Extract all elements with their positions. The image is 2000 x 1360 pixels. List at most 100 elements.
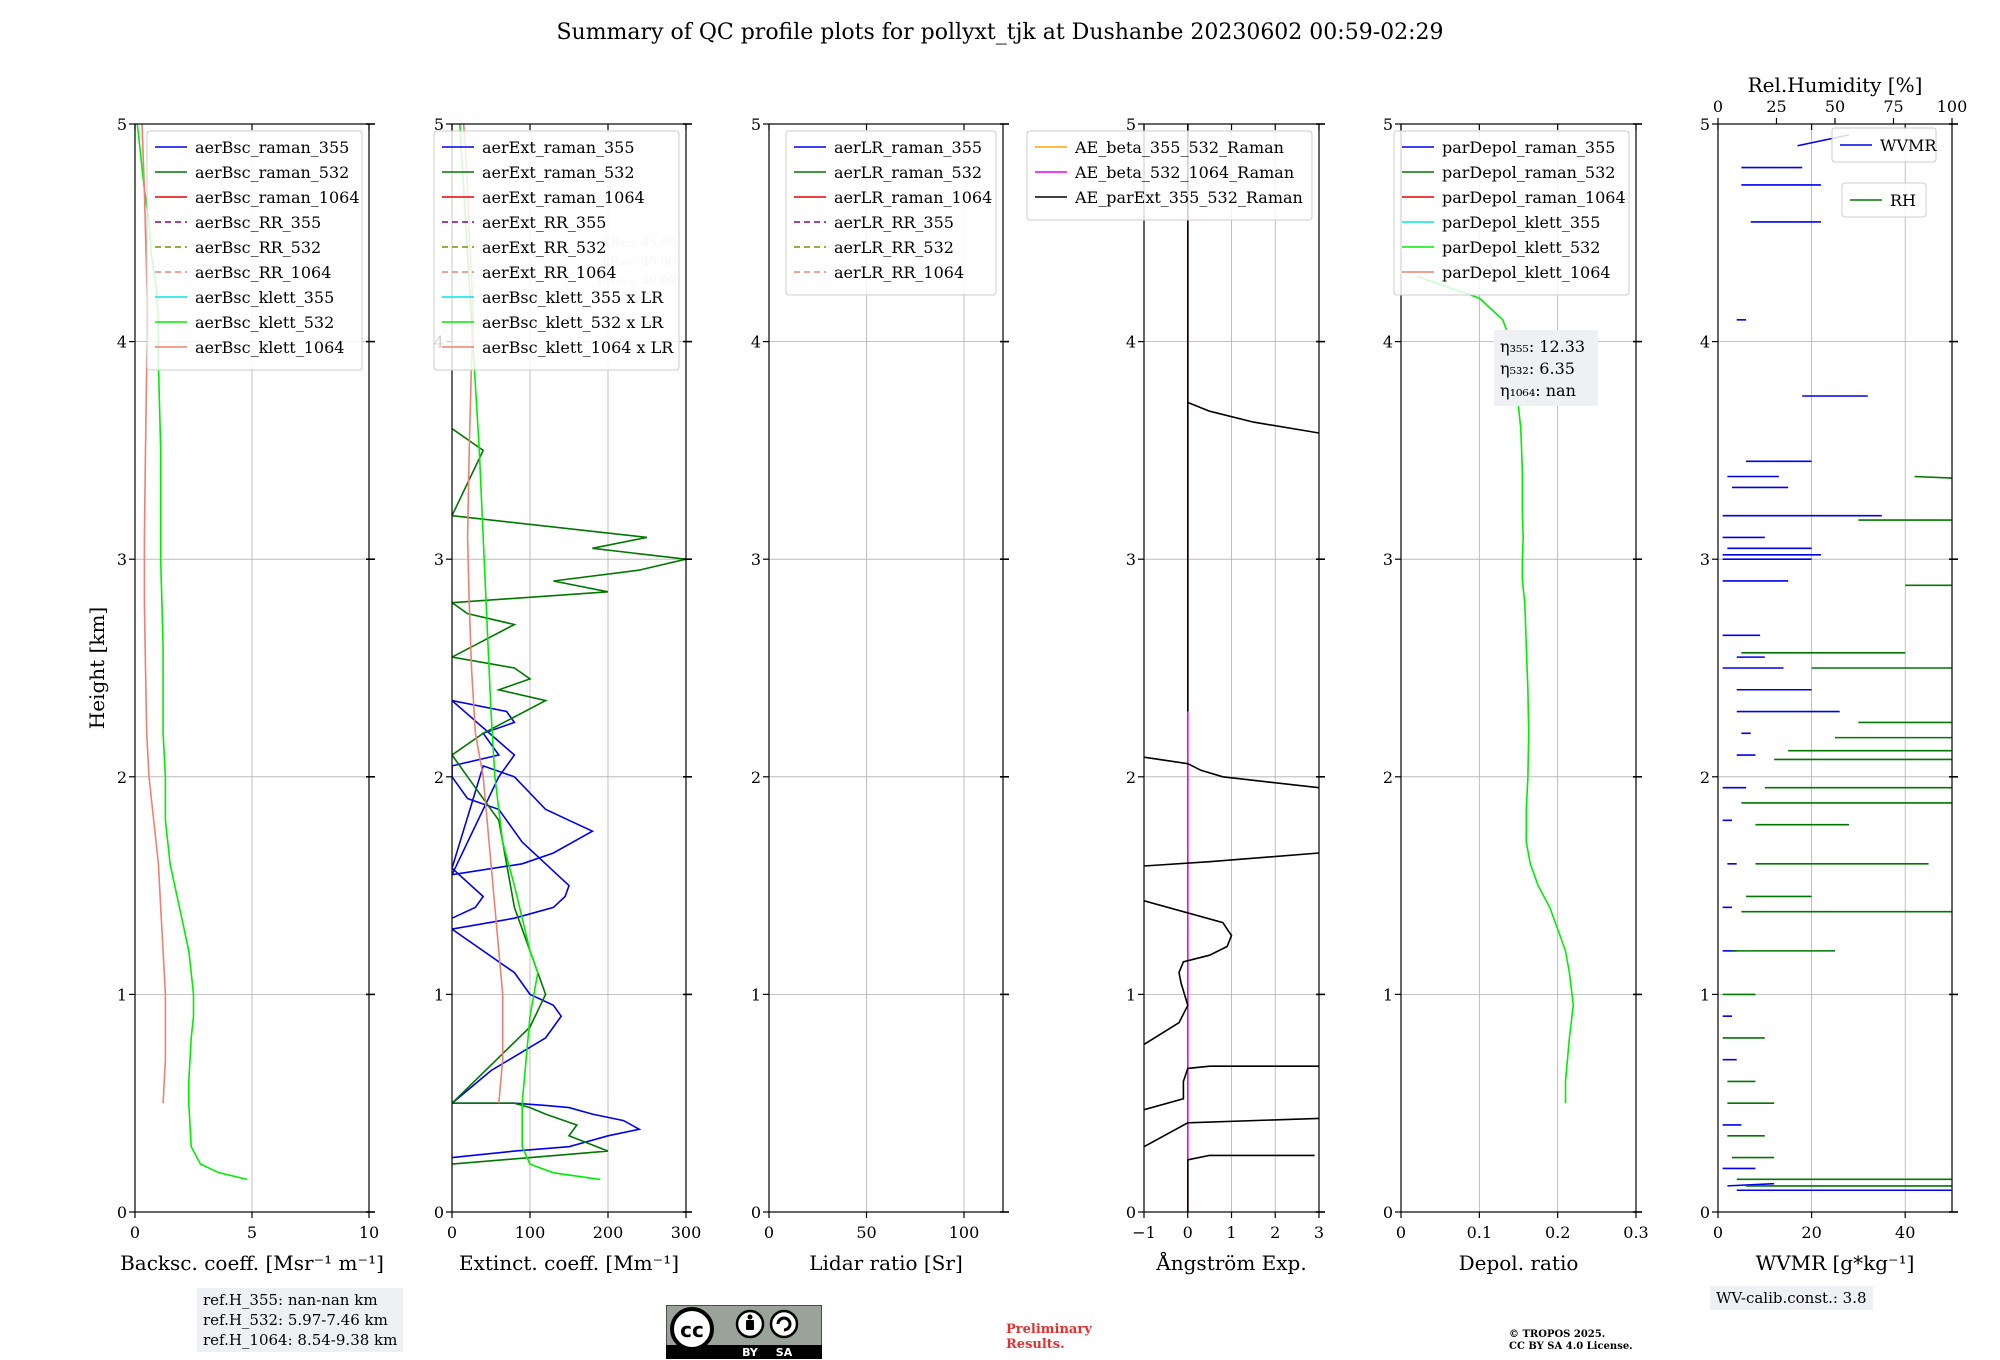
cc-badge-bottom-bar (666, 1345, 822, 1359)
x-tick-label: 0.1 (1467, 1223, 1492, 1242)
legend-label: aerBsc_klett_532 (195, 313, 334, 332)
x-tick-label: 0 (1713, 1223, 1723, 1242)
legend-box (785, 130, 997, 296)
y-tick-label: 2 (117, 768, 127, 787)
cc-badge-sa-label: SA (776, 1346, 793, 1359)
series-aerExt_raman_355 (452, 699, 642, 1159)
legend-label: WVMR (1880, 136, 1937, 155)
legend-label: aerBsc_klett_532 x LR (482, 313, 664, 332)
ref-height-355: ref.H_355: nan-nan km (203, 1291, 378, 1309)
x-tick-label: 0 (764, 1223, 774, 1242)
x-axis-label: Depol. ratio (1459, 1251, 1579, 1275)
y-tick-label: 3 (1126, 550, 1136, 569)
series-group (1722, 134, 1952, 1192)
wv-calibration-box: WV-calib.const.: 3.8 (1710, 1286, 1873, 1310)
series-aerExt_raman_532 (452, 427, 686, 1165)
y-tick-label: 5 (1700, 115, 1710, 134)
y-tick-label: 4 (751, 333, 761, 352)
y-tick-label: 0 (1126, 1203, 1136, 1222)
x-tick-label: 0.3 (1623, 1223, 1648, 1242)
series-AE_parExt_355_532_Raman (1144, 124, 1319, 1212)
legend-box (1026, 130, 1313, 221)
legend-label: aerBsc_klett_1064 x LR (482, 338, 674, 357)
y-tick-label: 3 (1700, 550, 1710, 569)
y-tick-label: 4 (1126, 333, 1136, 352)
y-tick-label: 4 (1383, 333, 1393, 352)
legend-label: aerLR_RR_1064 (834, 263, 964, 282)
legend-label: aerLR_RR_355 (834, 213, 954, 232)
x-tick-label: 5 (247, 1223, 257, 1242)
figure-title: Summary of QC profile plots for pollyxt_… (556, 20, 1444, 45)
sa-share-alike-icon (769, 1309, 799, 1339)
ref-height-1064: ref.H_1064: 8.54-9.38 km (203, 1331, 398, 1349)
legend-label: aerLR_RR_532 (834, 238, 954, 257)
axes-frame (451, 123, 687, 1213)
top-x-axis-label: Rel.Humidity [%] (1748, 73, 1923, 97)
y-tick-label: 5 (1126, 115, 1136, 134)
legend-box (1393, 130, 1630, 296)
y-tick-label: 1 (117, 985, 127, 1004)
legend-label: aerBsc_raman_532 (195, 163, 349, 182)
ref-height-532: ref.H_532: 5.97-7.46 km (203, 1311, 388, 1329)
y-tick-label: 4 (1700, 333, 1710, 352)
eta-annotation: η₁₀₆₄: nan (1500, 381, 1576, 400)
legend-label: AE_beta_355_532_Raman (1074, 138, 1284, 157)
legend-label: aerBsc_klett_355 x LR (482, 288, 664, 307)
top-x-tick-label: 50 (1825, 97, 1845, 116)
series-group (1144, 124, 1319, 1212)
y-tick-label: 3 (1383, 550, 1393, 569)
legend-box (433, 130, 680, 371)
legend: aerLR_raman_355 aerLR_raman_532 aerLR_rama… (785, 130, 997, 296)
x-tick-label: 0 (447, 1223, 457, 1242)
x-tick-label: 100 (515, 1223, 546, 1242)
y-tick-label: 3 (117, 550, 127, 569)
eta-annotation: η₅₃₂: 6.35 (1500, 359, 1575, 378)
y-tick-label: 1 (751, 985, 761, 1004)
x-tick-label: 3 (1314, 1223, 1324, 1242)
legend-label: aerExt_raman_532 (482, 163, 635, 182)
eta-box-background (1494, 330, 1598, 406)
x-tick-label: 0 (1396, 1223, 1406, 1242)
x-tick-label: 40 (1895, 1223, 1915, 1242)
top-x-tick-label: 25 (1766, 97, 1786, 116)
legend-label: aerBsc_RR_532 (195, 238, 321, 257)
legend-label: aerExt_RR_355 (482, 213, 606, 232)
x-tick-label: 300 (671, 1223, 702, 1242)
cc-by-sa-badge: cc BY SA (666, 1305, 822, 1359)
legend-label: parDepol_raman_532 (1442, 163, 1615, 182)
by-attribution-head-icon (747, 1314, 753, 1320)
y-tick-label: 2 (1126, 768, 1136, 787)
eta-annotation-box: η₃₅₅: 12.33 η₅₃₂: 6.35 η₁₀₆₄: nan (1494, 330, 1598, 406)
sa-share-alike-arrow-icon (776, 1316, 792, 1332)
x-tick-label: 1 (1226, 1223, 1236, 1242)
y-tick-label: 0 (434, 1203, 444, 1222)
x-tick-label: 20 (1801, 1223, 1821, 1242)
legend-label: AE_beta_532_1064_Raman (1074, 163, 1294, 182)
x-axis-label: Backsc. coeff. [Msr⁻¹ m⁻¹] (120, 1251, 384, 1275)
copyright-line-1: © TROPOS 2025. (1509, 1329, 1606, 1340)
y-tick-label: 1 (1126, 985, 1136, 1004)
y-tick-label: 3 (751, 550, 761, 569)
legend-label: aerLR_raman_1064 (834, 188, 992, 207)
legend: AE_beta_355_532_Raman AE_beta_532_1064_Ra… (1026, 130, 1313, 221)
y-tick-label: 1 (1383, 985, 1393, 1004)
y-tick-label: 5 (117, 115, 127, 134)
y-tick-label: 5 (751, 115, 761, 134)
y-tick-label: 0 (1700, 1203, 1710, 1222)
reference-height-box: ref.H_355: nan-nan km ref.H_532: 5.97-7.… (197, 1288, 404, 1352)
y-tick-label: 4 (117, 333, 127, 352)
y-tick-label: 2 (1383, 768, 1393, 787)
legend-box (1831, 127, 1937, 163)
y-tick-label: 0 (1383, 1203, 1393, 1222)
x-axis-label: Lidar ratio [Sr] (809, 1251, 963, 1275)
legend: parDepol_raman_355 parDepol_raman_532 parD… (1393, 130, 1630, 296)
y-tick-label: 5 (434, 115, 444, 134)
y-tick-label: 2 (434, 768, 444, 787)
legend-box (1841, 182, 1927, 218)
x-tick-label: −1 (1132, 1223, 1156, 1242)
top-x-tick-label: 75 (1883, 97, 1903, 116)
x-tick-label: 200 (593, 1223, 624, 1242)
x-axis-label: Extinct. coeff. [Mm⁻¹] (459, 1251, 679, 1275)
